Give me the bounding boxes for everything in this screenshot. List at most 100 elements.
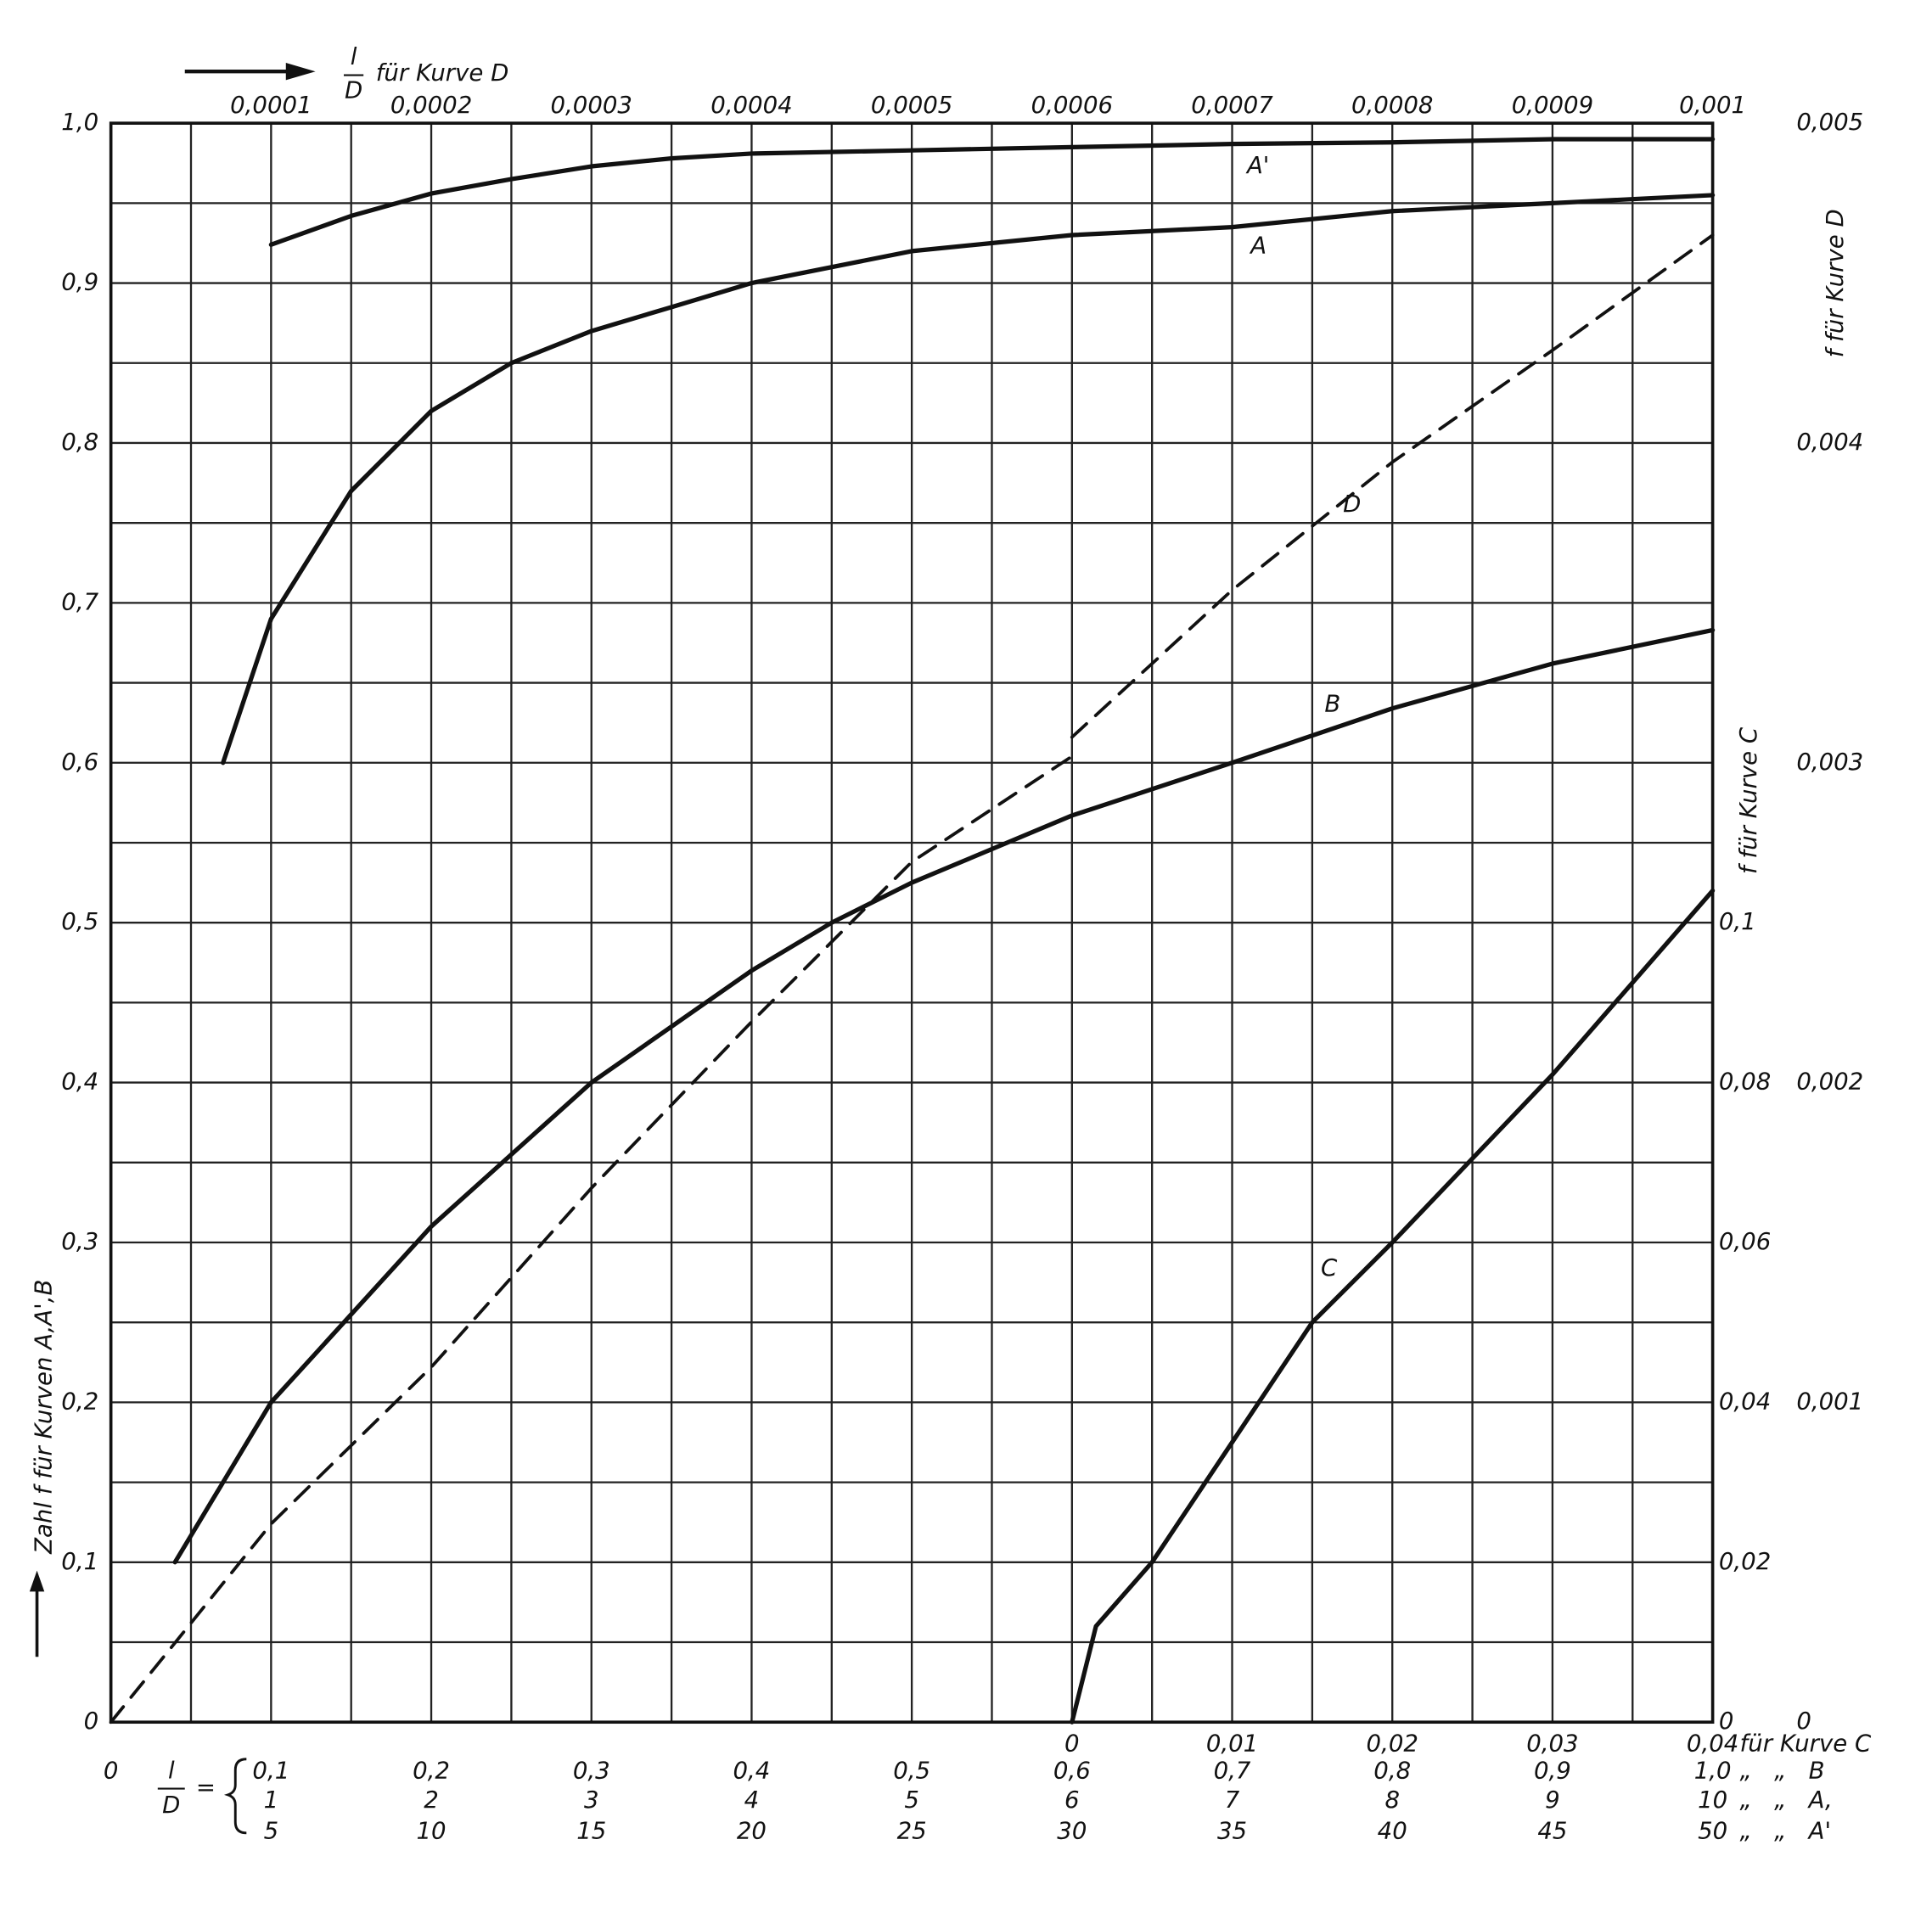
arrow-head [29, 1570, 45, 1592]
x-tick-label: 0,02 [1367, 1729, 1418, 1757]
y-tick-label: 0,9 [61, 268, 98, 296]
series-label: A' [1245, 151, 1269, 179]
x-tick-label: 0,0002 [390, 91, 472, 119]
x-tick-label: 0 [104, 1756, 119, 1784]
x-tick-label: 45 [1537, 1816, 1567, 1844]
x-tick-label: 0,0003 [551, 91, 632, 119]
x-tick-label: 9 [1545, 1786, 1560, 1814]
x-tick-label: 0,01 [1206, 1729, 1258, 1757]
y-tick-label: 0,003 [1796, 748, 1863, 776]
x-tick-label: 0,001 [1679, 91, 1746, 119]
row-label: „ „ A, [1740, 1786, 1833, 1814]
x-tick-label: 5 [264, 1816, 279, 1844]
y-tick-label: 0,7 [61, 587, 98, 615]
x-tick-label: 20 [737, 1816, 767, 1844]
series-label: B [1324, 689, 1340, 717]
x-tick-label: 0,1 [252, 1756, 289, 1784]
x-tick-label: 2 [424, 1786, 439, 1814]
series-line [109, 233, 1715, 1725]
series-line [268, 137, 1716, 247]
x-tick-label: 0,2 [413, 1756, 450, 1784]
grid [110, 121, 1714, 1724]
x-tick-label: 8 [1384, 1786, 1400, 1814]
y-tick-label: 0,6 [61, 748, 98, 776]
x-tick-label: 0,9 [1534, 1756, 1571, 1784]
plot-frame [109, 121, 1715, 1725]
x-tick-label: 0,04 [1687, 1729, 1738, 1757]
x-tick-label: 0,0009 [1512, 91, 1593, 119]
x-tick-label: 0,0006 [1031, 91, 1113, 119]
y-tick-label: 0,005 [1796, 108, 1863, 136]
y-tick-label: 0,2 [61, 1387, 98, 1415]
x-tick-label: 0,0004 [710, 91, 792, 119]
brace [223, 1758, 247, 1835]
x-tick-label: 50 [1698, 1816, 1727, 1844]
x-tick-label: 0,8 [1373, 1756, 1411, 1784]
x-tick-label: 30 [1057, 1816, 1087, 1844]
x-tick-label: 0,0007 [1191, 91, 1273, 119]
y-tick-label: 0 [84, 1707, 99, 1735]
y-tick-label: 0,004 [1796, 428, 1863, 456]
series-label: A [1249, 231, 1266, 259]
fraction-denominator: D [345, 76, 362, 104]
series-label: C [1321, 1253, 1338, 1281]
y-tick-label: 0 [1719, 1707, 1734, 1735]
x-tick-label: 1,0 [1694, 1756, 1732, 1784]
row-label: für Kurve C [1740, 1729, 1872, 1757]
x-tick-label: 0,0008 [1351, 91, 1433, 119]
y-tick-label: 0,06 [1719, 1227, 1771, 1255]
x-tick-label: 3 [584, 1786, 599, 1814]
y-tick-label: 0,001 [1796, 1387, 1863, 1415]
row-labels: für Kurve C „ „ B „ „ A, „ „ A' [1740, 1729, 1872, 1844]
x-tick-label: 0,3 [573, 1756, 610, 1784]
y-tick-label: 0,5 [61, 907, 98, 935]
y-tick-label: 0,08 [1719, 1068, 1771, 1096]
y-tick-label: 0 [1796, 1707, 1811, 1735]
series-label: D [1343, 490, 1361, 518]
y-tick-label: 0,1 [1719, 907, 1756, 935]
y-tick-label: 0,4 [61, 1068, 98, 1096]
x-tick-label: 1 [264, 1786, 279, 1814]
x-tick-label: 25 [897, 1816, 927, 1844]
y-tick-label: 0,02 [1719, 1547, 1771, 1575]
x-tick-label: 5 [904, 1786, 919, 1814]
series-line [172, 627, 1716, 1565]
x-tick-label: 40 [1378, 1816, 1407, 1844]
y-tick-label: 0,3 [61, 1227, 98, 1255]
equals-sign: = [196, 1774, 216, 1802]
y-tick-label: 0,8 [61, 428, 98, 456]
fraction-numerator: l [351, 42, 357, 70]
series-line [221, 193, 1716, 766]
x-tick-label: 0,5 [893, 1756, 930, 1784]
x-tick-label: 0,0005 [871, 91, 952, 119]
x-tick-label: 0,7 [1214, 1756, 1251, 1784]
x-tick-label: 10 [1698, 1786, 1727, 1814]
row-label: „ „ A' [1740, 1816, 1832, 1844]
fraction-numerator: l [168, 1756, 175, 1784]
y-axis-title: Zahl f für Kurven A,A',B [29, 1280, 57, 1555]
x-tick-label: 6 [1064, 1786, 1080, 1814]
y-d-axis-title: f für Kurve D [1821, 209, 1849, 357]
x-tick-label: 7 [1225, 1786, 1240, 1814]
series-line [1070, 888, 1716, 1725]
x-tick-label: 15 [576, 1816, 606, 1844]
y-tick-label: 0,1 [61, 1547, 98, 1575]
x-tick-label: 0 [1064, 1729, 1080, 1757]
fraction-denominator: D [162, 1791, 180, 1819]
x-tick-label: 4 [744, 1786, 760, 1814]
x-tick-label: 0,6 [1053, 1756, 1091, 1784]
x-tick-label: 0,4 [733, 1756, 771, 1784]
row-label: „ „ B [1740, 1756, 1825, 1784]
arrow-head [285, 63, 316, 81]
y-tick-label: 1,0 [61, 108, 98, 136]
y-tick-label: 0,002 [1796, 1068, 1863, 1096]
y-c-axis-title: f für Kurve C [1734, 726, 1762, 874]
x-tick-label: 35 [1217, 1816, 1247, 1844]
axis-title: für Kurve D [376, 59, 509, 87]
x-tick-label: 0,03 [1526, 1729, 1578, 1757]
x-tick-label: 10 [417, 1816, 446, 1844]
y-tick-label: 0,04 [1719, 1387, 1771, 1415]
x-tick-label: 0,0001 [230, 91, 312, 119]
